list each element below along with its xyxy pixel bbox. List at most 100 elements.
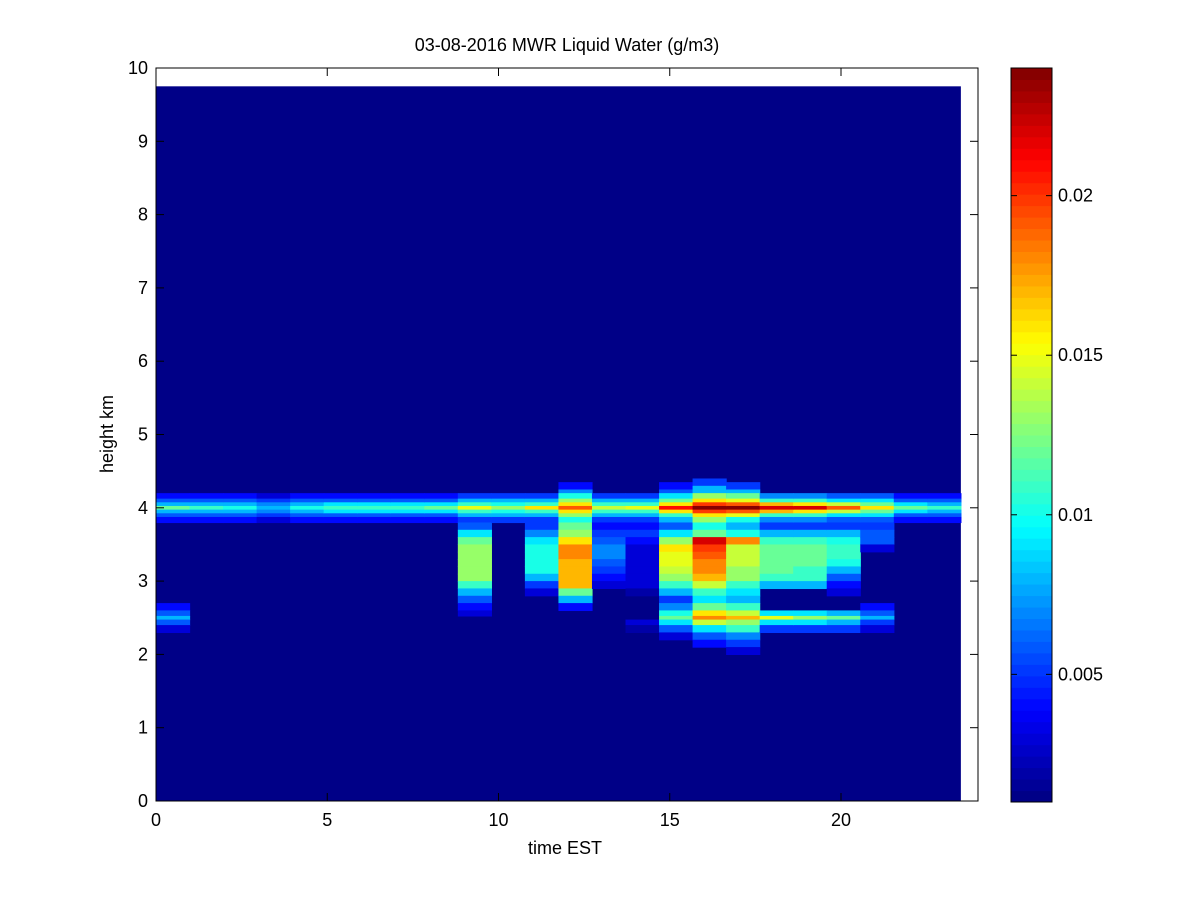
heatmap-cell xyxy=(323,498,358,503)
heatmap-cell xyxy=(558,566,593,575)
heatmap-cell xyxy=(390,513,425,518)
heatmap-cell xyxy=(625,505,660,511)
heatmap-cell xyxy=(256,505,291,511)
heatmap-cell xyxy=(759,559,794,568)
heatmap-cell xyxy=(625,544,660,553)
heatmap-cell xyxy=(558,513,593,518)
heatmap-cell xyxy=(390,502,425,507)
plot-area: 0 5 10 15 20 0 1 2 3 4 5 6 7 8 9 10 xyxy=(128,58,979,830)
heatmap-cell xyxy=(793,502,828,507)
heatmap-cell xyxy=(692,485,727,494)
colorbar-tick-label: 0.01 xyxy=(1058,505,1093,525)
heatmap-cell xyxy=(323,516,358,524)
heatmap-cell xyxy=(189,513,224,518)
heatmap-cell xyxy=(223,502,258,507)
heatmap-cell xyxy=(726,493,761,500)
heatmap-cell xyxy=(726,595,761,604)
heatmap-cell xyxy=(625,619,660,626)
heatmap-cell xyxy=(692,610,727,617)
heatmap-cell xyxy=(793,493,828,500)
heatmap-cell xyxy=(591,537,627,546)
heatmap-cell xyxy=(558,603,593,612)
heatmap-cell xyxy=(256,498,291,503)
colorbar-segment xyxy=(1011,90,1052,103)
heatmap-cell xyxy=(659,573,694,582)
colorbar-segment xyxy=(1011,320,1052,333)
heatmap-cell xyxy=(659,619,694,626)
colorbar-segment xyxy=(1011,652,1052,665)
heatmap-cell xyxy=(524,516,560,524)
colorbar-segment xyxy=(1011,446,1052,459)
heatmap-cell xyxy=(591,522,627,531)
heatmap-cell xyxy=(793,581,828,590)
heatmap-cell xyxy=(558,588,593,597)
heatmap-cell xyxy=(759,551,794,560)
heatmap-cell xyxy=(290,505,325,511)
heatmap-cell xyxy=(759,581,794,590)
heatmap-cell xyxy=(558,498,593,503)
heatmap-cell xyxy=(424,502,459,507)
colorbar-segment xyxy=(1011,618,1052,631)
heatmap-cell xyxy=(424,498,459,503)
heatmap-cell xyxy=(323,513,358,518)
colorbar-segment xyxy=(1011,779,1052,792)
heatmap-cell xyxy=(591,566,627,575)
heatmap-cell xyxy=(826,566,861,575)
heatmap-cell xyxy=(457,498,492,503)
y-tick-label: 7 xyxy=(138,278,148,298)
heatmap-cell xyxy=(457,502,492,507)
heatmap-cell xyxy=(726,505,761,511)
heatmap-cell xyxy=(860,619,895,626)
heatmap-cell xyxy=(524,498,560,503)
heatmap-cell xyxy=(625,537,660,546)
heatmap-cell xyxy=(457,581,492,590)
colorbar-segment xyxy=(1011,412,1052,425)
heatmap-cell xyxy=(323,502,358,507)
colorbar-segment xyxy=(1011,343,1052,356)
heatmap-cell xyxy=(156,625,191,634)
heatmap-cell xyxy=(726,639,761,648)
heatmap-cell xyxy=(692,529,727,538)
heatmap-cell xyxy=(726,619,761,626)
y-tick-label: 0 xyxy=(138,791,148,811)
heatmap-cell xyxy=(826,544,861,553)
colorbar-segment xyxy=(1011,744,1052,757)
heatmap-cell xyxy=(726,482,761,491)
heatmap-cell xyxy=(491,493,526,500)
colorbar-segment xyxy=(1011,182,1052,195)
heatmap-cell xyxy=(793,625,828,634)
x-tick-label: 10 xyxy=(488,810,508,830)
heatmap-cell xyxy=(524,509,560,514)
heatmap-cell xyxy=(826,581,861,590)
heatmap-cell xyxy=(424,516,459,524)
heatmap-cell xyxy=(558,502,593,507)
heatmap-cell xyxy=(793,522,828,531)
heatmap-cell xyxy=(591,581,627,590)
heatmap-cell xyxy=(692,502,727,507)
heatmap-cell xyxy=(893,498,928,503)
heatmap-cell xyxy=(692,522,727,531)
heatmap-cell xyxy=(659,505,694,511)
heatmap-cell xyxy=(558,581,593,590)
heatmap-cell xyxy=(692,595,727,604)
colorbar-segment xyxy=(1011,480,1052,493)
heatmap-cell xyxy=(860,529,895,538)
colorbar-segment xyxy=(1011,733,1052,746)
heatmap-cell xyxy=(659,581,694,590)
colorbar-segment xyxy=(1011,240,1052,252)
heatmap-cell xyxy=(223,509,258,514)
heatmap-cell xyxy=(860,509,895,514)
colorbar: 0.005 0.01 0.015 0.02 xyxy=(1010,67,1103,803)
heatmap-cell xyxy=(323,493,358,500)
heatmap-cell xyxy=(558,544,593,553)
heatmap-cell xyxy=(692,639,727,648)
heatmap-cell xyxy=(323,509,358,514)
heatmap-cell xyxy=(524,522,560,531)
x-tick-label: 20 xyxy=(831,810,851,830)
heatmap-cell xyxy=(726,544,761,553)
heatmap-cell xyxy=(726,615,761,621)
x-tick-label: 0 xyxy=(151,810,161,830)
heatmap-cell xyxy=(659,615,694,621)
heatmap-cell xyxy=(692,498,727,503)
heatmap-cell xyxy=(659,493,694,500)
